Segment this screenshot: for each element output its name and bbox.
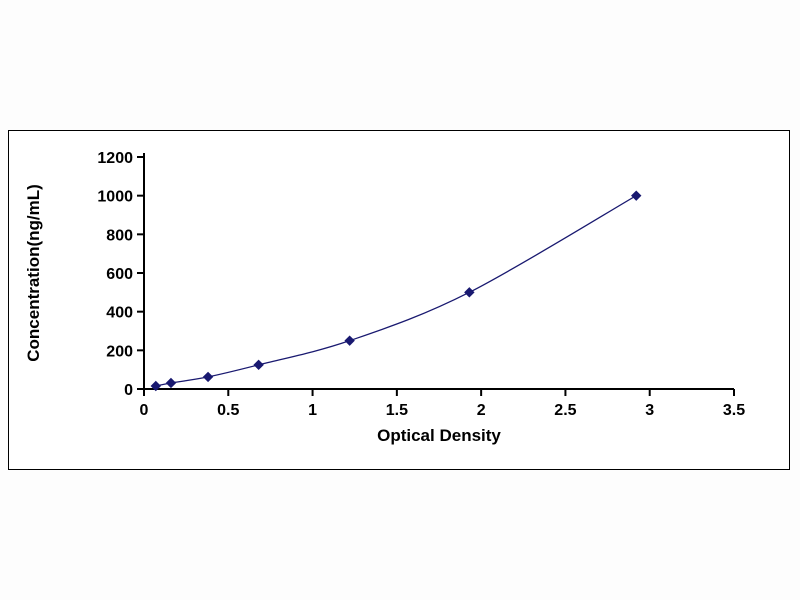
data-point-marker — [165, 377, 177, 389]
x-tick-label: 2 — [477, 402, 486, 419]
y-tick-label: 200 — [106, 343, 133, 360]
x-tick-label: 0.5 — [217, 402, 239, 419]
data-point-marker — [344, 335, 355, 346]
curve-line — [155, 195, 637, 387]
data-point-marker — [464, 287, 475, 298]
y-axis-label: Concentration(ng/mL) — [24, 184, 43, 362]
plot-layer: 0 200 400 600 800 1000 1200 0 0.5 1 1.5 2 2.5 3 3.5 — [97, 150, 745, 419]
y-tick-label: 1200 — [97, 150, 133, 167]
chart-svg: 0 200 400 600 800 1000 1200 0 0.5 1 1.5 2 2.5 3 3.5 Co… — [24, 150, 745, 445]
data-point-marker — [202, 371, 214, 383]
x-tick-label: 3.5 — [723, 402, 745, 419]
x-tick-label: 2.5 — [554, 402, 576, 419]
x-tick-label: 3 — [645, 402, 654, 419]
y-tick-label: 400 — [106, 305, 133, 322]
data-point-marker — [150, 380, 162, 392]
data-point-marker — [631, 190, 642, 201]
y-tick-label: 600 — [106, 266, 133, 283]
standard-curve-chart: 0 200 400 600 800 1000 1200 0 0.5 1 1.5 2 2.5 3 3.5 Co… — [8, 130, 790, 470]
x-tick-label: 1.5 — [386, 402, 408, 419]
x-tick-label: 0 — [140, 402, 149, 419]
y-tick-label: 800 — [106, 227, 133, 244]
data-point-marker — [253, 359, 264, 371]
x-axis-label: Optical Density — [377, 426, 501, 445]
y-tick-label: 0 — [124, 382, 133, 399]
x-tick-label: 1 — [308, 402, 317, 419]
y-tick-label: 1000 — [97, 189, 133, 206]
